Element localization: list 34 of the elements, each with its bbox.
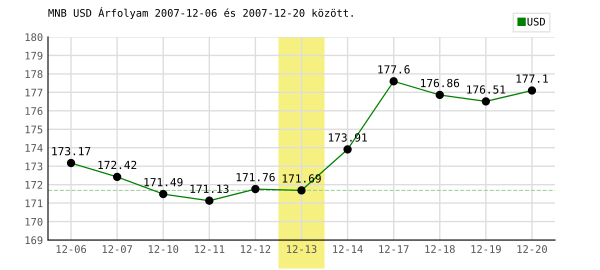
- x-tick-label: 12-06: [56, 245, 86, 254]
- x-tick-label: 12-19: [471, 245, 501, 254]
- y-tick-label: 176: [26, 107, 42, 115]
- data-label: 172.42: [98, 160, 136, 170]
- legend-label: USD: [528, 18, 545, 26]
- chart-title: MNB USD Árfolyam 2007-12-06 és 2007-12-20 között.: [48, 7, 353, 19]
- y-tick-label: 173: [26, 162, 42, 170]
- y-tick-label: 178: [26, 70, 42, 78]
- x-tick-label: 12-13: [287, 245, 316, 254]
- y-tick-label: 179: [26, 52, 42, 60]
- x-tick-label: 12-17: [379, 245, 409, 253]
- data-label: 176.51: [467, 85, 506, 94]
- x-tick-label: 12-10: [148, 245, 178, 254]
- y-tick-label: 169: [26, 236, 42, 244]
- x-tick-label: 12-14: [333, 245, 363, 253]
- data-label: 171.13: [190, 184, 229, 194]
- data-label: 171.49: [144, 178, 183, 186]
- data-label: 171.76: [236, 172, 275, 182]
- x-tick-label: 12-07: [102, 245, 132, 254]
- x-tick-label: 12-11: [194, 245, 224, 253]
- data-label: 173.17: [52, 146, 90, 156]
- data-label: 177.1: [516, 74, 548, 83]
- y-tick-label: 170: [26, 218, 42, 226]
- x-tick-label: 12-20: [518, 245, 547, 254]
- y-tick-label: 172: [26, 180, 42, 189]
- x-tick-label: 12-18: [425, 245, 455, 254]
- x-tick-label: 12-12: [240, 245, 270, 253]
- y-tick-label: 180: [26, 33, 42, 42]
- y-tick-label: 174: [26, 144, 43, 152]
- data-label: 176.86: [421, 78, 460, 88]
- y-tick-label: 175: [26, 126, 42, 134]
- y-tick-label: 177: [26, 88, 42, 96]
- data-label: 177.6: [378, 65, 410, 74]
- y-tick-label: 171: [26, 200, 42, 208]
